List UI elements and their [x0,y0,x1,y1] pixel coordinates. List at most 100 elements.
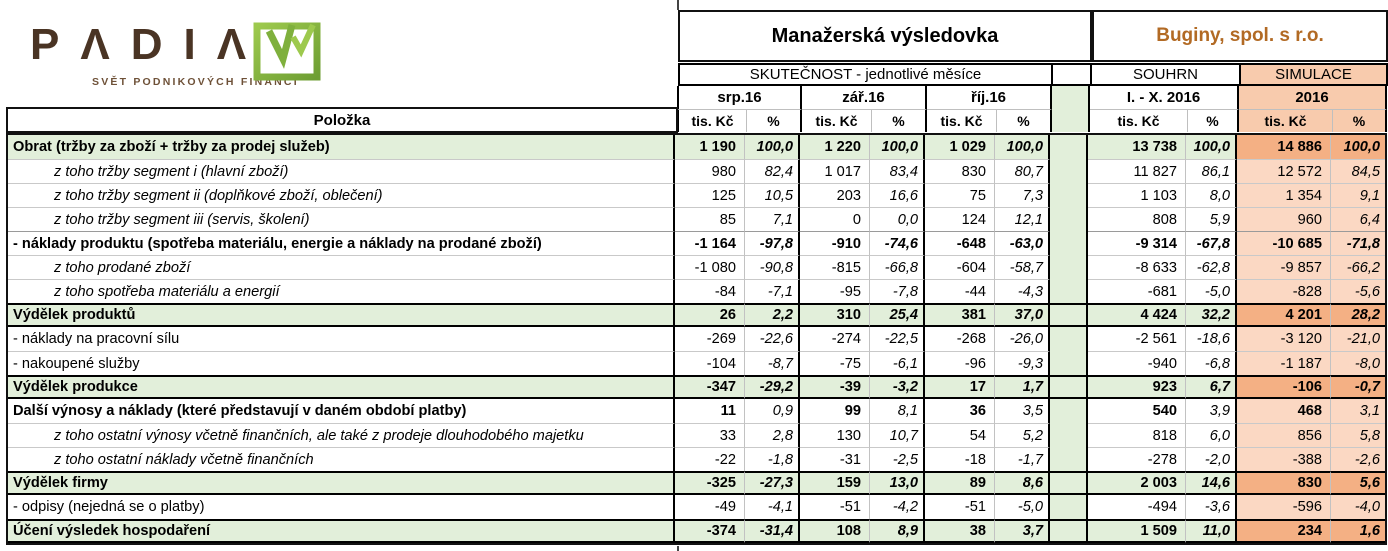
cell-percent[interactable]: -7,1 [745,279,800,303]
cell-percent[interactable]: -90,8 [745,255,800,279]
period-header-aug[interactable]: srp.16 [677,86,802,110]
cell-percent[interactable]: -8,7 [745,351,800,375]
cell-percent[interactable]: 10,5 [745,183,800,207]
cell-value[interactable]: -84 [675,279,745,303]
cell-percent[interactable]: -3,6 [1186,495,1237,519]
cell-percent[interactable]: -6,8 [1186,351,1237,375]
cell-value[interactable]: -604 [925,255,995,279]
cell-percent[interactable]: -4,0 [1331,495,1385,519]
cell-percent[interactable]: 8,6 [995,471,1050,495]
cell-value[interactable]: 85 [675,207,745,231]
cell-value[interactable]: 2 003 [1088,471,1186,495]
cell-percent[interactable]: 0,9 [745,399,800,423]
row-label[interactable]: Další výnosy a náklady (které představuj… [8,399,675,423]
cell-value[interactable]: 818 [1088,423,1186,447]
unit-header[interactable]: tis. Kč [927,110,997,132]
cell-value[interactable]: 4 424 [1088,303,1186,327]
cell-value[interactable]: 159 [800,471,870,495]
cell-value[interactable]: 36 [925,399,995,423]
cell-percent[interactable]: -1,8 [745,447,800,471]
cell-percent[interactable]: -5,6 [1331,279,1385,303]
period-header-oct[interactable]: říj.16 [927,86,1052,110]
cell-percent[interactable]: 100,0 [1186,135,1237,159]
cell-value[interactable]: 14 886 [1237,135,1331,159]
cell-value[interactable]: -18 [925,447,995,471]
cell-percent[interactable]: -9,3 [995,351,1050,375]
cell-percent[interactable]: -0,7 [1331,375,1385,399]
cell-percent[interactable]: 3,7 [995,519,1050,543]
cell-percent[interactable]: 37,0 [995,303,1050,327]
row-label[interactable]: Výdělek produktů [8,303,675,327]
cell-percent[interactable]: 7,1 [745,207,800,231]
cell-percent[interactable]: -8,0 [1331,351,1385,375]
cell-percent[interactable]: 5,2 [995,423,1050,447]
cell-value[interactable]: 99 [800,399,870,423]
row-label[interactable]: z toho prodané zboží [8,255,675,279]
cell-value[interactable]: -269 [675,327,745,351]
cell-value[interactable]: -494 [1088,495,1186,519]
cell-percent[interactable]: 7,3 [995,183,1050,207]
cell-percent[interactable]: 0,0 [870,207,925,231]
cell-value[interactable]: -96 [925,351,995,375]
cell-percent[interactable]: 16,6 [870,183,925,207]
cell-percent[interactable]: 6,7 [1186,375,1237,399]
cell-value[interactable]: 108 [800,519,870,543]
cell-value[interactable]: -268 [925,327,995,351]
row-label[interactable]: Účení výsledek hospodaření [8,519,675,543]
cell-value[interactable]: -44 [925,279,995,303]
cell-percent[interactable]: -27,3 [745,471,800,495]
cell-percent[interactable]: -2,0 [1186,447,1237,471]
cell-value[interactable]: -1 187 [1237,351,1331,375]
cell-percent[interactable]: 5,6 [1331,471,1385,495]
row-label[interactable]: z toho ostatní výnosy včetně finančních,… [8,423,675,447]
cell-percent[interactable]: -21,0 [1331,327,1385,351]
row-label[interactable]: Výdělek firmy [8,471,675,495]
cell-value[interactable]: -1 164 [675,231,745,255]
cell-value[interactable]: 38 [925,519,995,543]
cell-percent[interactable]: 8,1 [870,399,925,423]
row-label[interactable]: z toho tržby segment i (hlavní zboží) [8,159,675,183]
cell-value[interactable]: 234 [1237,519,1331,543]
cell-value[interactable]: 125 [675,183,745,207]
cell-value[interactable]: 830 [925,159,995,183]
cell-value[interactable]: -1 080 [675,255,745,279]
cell-value[interactable]: -104 [675,351,745,375]
cell-percent[interactable]: 11,0 [1186,519,1237,543]
row-label[interactable]: - náklady produktu (spotřeba materiálu, … [8,231,675,255]
cell-percent[interactable]: 10,7 [870,423,925,447]
cell-value[interactable]: 1 354 [1237,183,1331,207]
cell-percent[interactable]: -2,6 [1331,447,1385,471]
cell-value[interactable]: -106 [1237,375,1331,399]
cell-value[interactable]: -51 [925,495,995,519]
cell-value[interactable]: 960 [1237,207,1331,231]
cell-percent[interactable]: 100,0 [745,135,800,159]
percent-header[interactable]: % [1333,110,1387,132]
cell-percent[interactable]: -66,2 [1331,255,1385,279]
cell-value[interactable]: 54 [925,423,995,447]
cell-percent[interactable]: 1,6 [1331,519,1385,543]
cell-percent[interactable]: -4,2 [870,495,925,519]
cell-value[interactable]: 75 [925,183,995,207]
cell-value[interactable]: -75 [800,351,870,375]
row-label[interactable]: - náklady na pracovní sílu [8,327,675,351]
row-label[interactable]: Obrat (tržby za zboží + tržby za prodej … [8,135,675,159]
cell-percent[interactable]: -3,2 [870,375,925,399]
row-label[interactable]: z toho spotřeba materiálu a energií [8,279,675,303]
cell-value[interactable]: -681 [1088,279,1186,303]
cell-value[interactable]: -10 685 [1237,231,1331,255]
cell-percent[interactable]: 8,9 [870,519,925,543]
cell-value[interactable]: -347 [675,375,745,399]
cell-value[interactable]: 1 509 [1088,519,1186,543]
cell-value[interactable]: 33 [675,423,745,447]
cell-value[interactable]: 17 [925,375,995,399]
cell-percent[interactable]: 3,5 [995,399,1050,423]
cell-value[interactable]: -910 [800,231,870,255]
cell-percent[interactable]: 32,2 [1186,303,1237,327]
cell-value[interactable]: 923 [1088,375,1186,399]
cell-value[interactable]: -95 [800,279,870,303]
cell-value[interactable]: -3 120 [1237,327,1331,351]
cell-value[interactable]: 203 [800,183,870,207]
period-header-sep[interactable]: zář.16 [802,86,927,110]
cell-percent[interactable]: -66,8 [870,255,925,279]
cell-value[interactable]: 1 017 [800,159,870,183]
